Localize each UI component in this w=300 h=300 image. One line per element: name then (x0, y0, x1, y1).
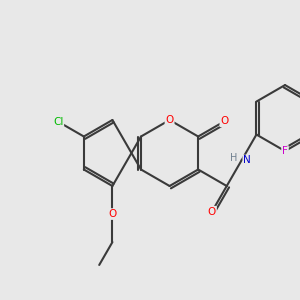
Text: Cl: Cl (53, 117, 63, 127)
Text: H: H (230, 153, 238, 163)
Text: O: O (166, 115, 174, 125)
Text: F: F (282, 146, 288, 156)
Text: O: O (220, 116, 229, 126)
Text: O: O (208, 207, 216, 217)
Text: N: N (243, 155, 251, 165)
Text: O: O (108, 209, 116, 219)
